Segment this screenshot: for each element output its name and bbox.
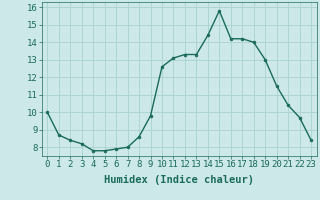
X-axis label: Humidex (Indice chaleur): Humidex (Indice chaleur) [104,175,254,185]
